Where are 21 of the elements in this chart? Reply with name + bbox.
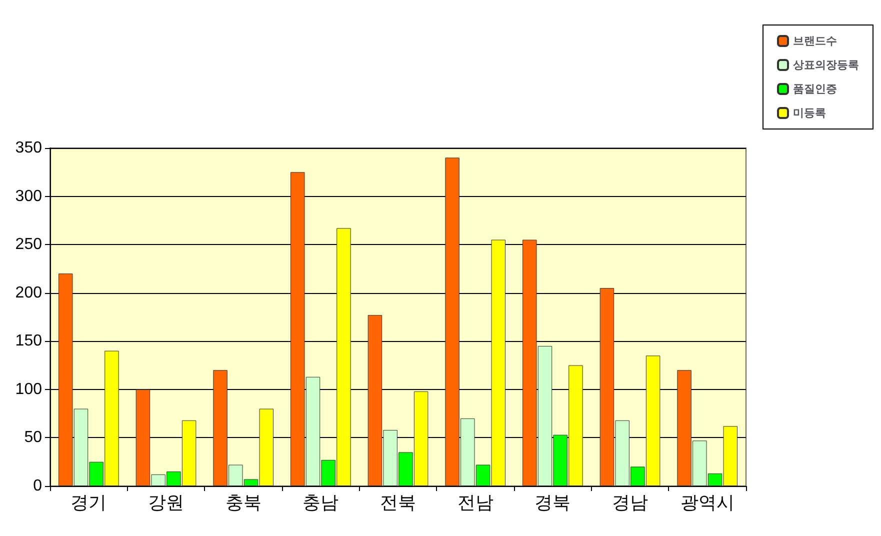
y-tick-label: 50: [24, 429, 42, 446]
x-tick-label: 경북: [534, 492, 571, 514]
y-tick-label: 350: [15, 140, 42, 156]
x-tick-label: 전북: [380, 492, 416, 514]
y-tick-label: 250: [15, 236, 42, 254]
y-tick-label: 150: [15, 332, 42, 350]
y-tick-label: 200: [15, 284, 42, 302]
x-tick-label: 충남: [302, 492, 339, 514]
x-tick-label: 경남: [612, 492, 648, 514]
y-tick-label: 100: [15, 380, 42, 398]
x-tick-label: 전남: [457, 492, 494, 514]
x-tick-label: 강원: [148, 492, 184, 514]
x-tick-label: 충북: [225, 492, 262, 514]
legend-label: 미등록: [793, 106, 826, 120]
legend-label: 브랜드수: [793, 34, 837, 48]
x-tick-label: 경기: [70, 492, 107, 514]
legend-label: 상표의장등록: [793, 58, 859, 72]
y-tick-label: 0: [33, 478, 42, 494]
x-tick-label: 광역시: [680, 492, 734, 514]
legend-label: 품질인증: [793, 82, 837, 96]
y-tick-label: 300: [15, 188, 42, 205]
